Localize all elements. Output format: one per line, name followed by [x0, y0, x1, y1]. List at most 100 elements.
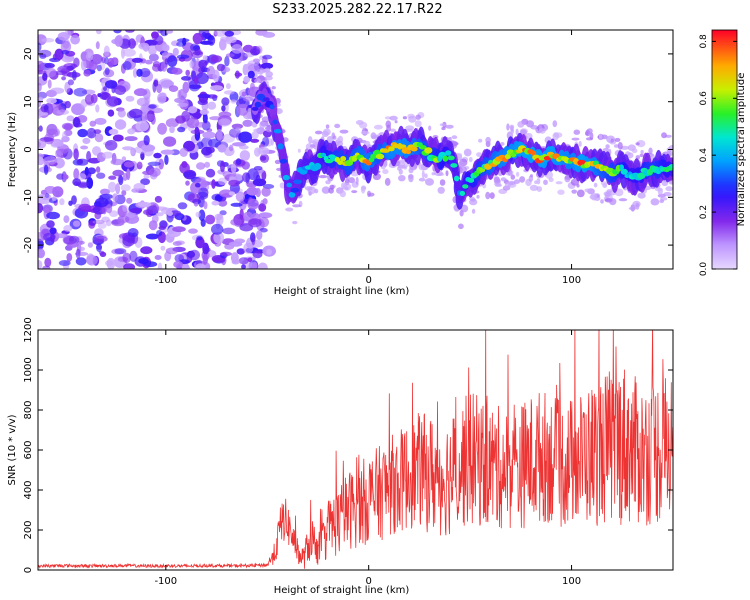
noise-blob	[211, 200, 220, 206]
noise-blob	[242, 119, 253, 127]
ridge-halo	[360, 130, 370, 135]
noise-blob	[78, 173, 87, 181]
noise-blob	[247, 63, 260, 72]
ridge-halo	[493, 176, 501, 185]
noise-blob	[42, 265, 51, 269]
ridge-halo	[382, 169, 389, 175]
noise-blob	[222, 227, 236, 235]
noise-blob	[247, 168, 259, 181]
colorbar	[711, 29, 738, 270]
noise-blob	[87, 167, 96, 175]
noise-blob	[137, 201, 152, 208]
noise-blob	[125, 30, 135, 33]
ridge-halo	[628, 206, 637, 211]
ridge-halo	[476, 194, 480, 199]
noise-blob	[84, 94, 94, 105]
noise-blob	[160, 149, 175, 155]
noise-blob	[207, 138, 222, 148]
ridge-halo	[557, 189, 565, 195]
ridge-halo	[279, 182, 286, 189]
noise-blob	[40, 103, 49, 113]
noise-blob	[199, 40, 214, 45]
noise-blob	[101, 56, 106, 64]
noise-blob	[38, 260, 43, 269]
ridge-core	[254, 101, 262, 108]
noise-blob	[112, 193, 118, 202]
noise-blob	[95, 104, 100, 113]
noise-blob	[182, 171, 196, 178]
noise-blob	[114, 85, 126, 96]
noise-blob	[219, 189, 234, 198]
noise-blob	[252, 250, 263, 259]
noise-blob	[262, 198, 268, 205]
noise-blob	[171, 67, 183, 75]
noise-blob	[140, 151, 145, 161]
noise-blob	[243, 75, 251, 83]
chart-title: S233.2025.282.22.17.R22	[272, 2, 443, 17]
noise-blob	[195, 211, 201, 218]
ridge-core	[620, 168, 628, 175]
top-x-tick-label: -100	[154, 275, 177, 286]
noise-blob	[50, 87, 65, 94]
ridge-core	[273, 129, 282, 134]
noise-blob	[75, 257, 87, 266]
noise-blob	[72, 70, 77, 81]
noise-blob	[197, 93, 211, 99]
ridge-core	[290, 187, 300, 193]
noise-blob	[86, 150, 92, 162]
noise-blob	[143, 135, 150, 146]
ridge-halo	[610, 138, 614, 143]
snr-line-group	[38, 330, 673, 569]
noise-blob	[99, 91, 109, 100]
ridge-halo	[585, 131, 589, 136]
noise-blob	[243, 96, 254, 102]
noise-blob	[122, 146, 134, 151]
ridge-core	[251, 106, 259, 111]
noise-blob	[96, 64, 102, 72]
noise-blob	[169, 126, 175, 134]
noise-blob	[143, 261, 158, 268]
noise-blob	[198, 187, 209, 198]
noise-blob	[100, 188, 110, 195]
ridge-core	[269, 104, 275, 110]
ridge-halo	[439, 179, 446, 186]
top-y-tick-label: 10	[23, 95, 34, 108]
ridge-halo	[555, 181, 563, 185]
ridge-halo	[485, 136, 491, 144]
noise-blob	[46, 128, 59, 138]
noise-blob	[54, 48, 64, 60]
noise-blob	[251, 234, 256, 246]
noise-blob	[189, 60, 194, 69]
noise-blob	[151, 31, 159, 39]
noise-blob	[235, 191, 246, 202]
bottom-y-tick-label: 1200	[23, 317, 34, 342]
noise-blob	[247, 198, 259, 210]
noise-blob	[103, 45, 110, 57]
noise-blob	[141, 111, 148, 124]
noise-blob	[145, 233, 160, 240]
noise-blob	[198, 196, 205, 208]
ridge-halo	[640, 149, 644, 155]
ridge-core	[293, 179, 303, 185]
ridge-halo	[323, 128, 331, 136]
colorbar-tick-label: 0.6	[699, 91, 709, 106]
noise-blob	[95, 166, 101, 173]
noise-blob	[229, 144, 234, 152]
ridge-halo	[654, 187, 663, 192]
noise-blob	[202, 131, 216, 139]
noise-blob	[144, 59, 153, 65]
noise-blob	[105, 80, 118, 89]
noise-blob	[250, 138, 260, 143]
noise-blob	[200, 179, 208, 188]
noise-blob	[262, 31, 276, 38]
ridge-halo	[576, 183, 580, 188]
noise-blob	[236, 103, 249, 116]
ridge-halo	[617, 142, 623, 150]
noise-blob	[113, 30, 122, 34]
noise-blob	[135, 120, 149, 132]
noise-blob	[43, 205, 51, 214]
ridge-halo	[469, 198, 478, 206]
noise-blob	[167, 211, 173, 217]
noise-blob	[212, 69, 220, 82]
noise-blob	[220, 160, 225, 173]
